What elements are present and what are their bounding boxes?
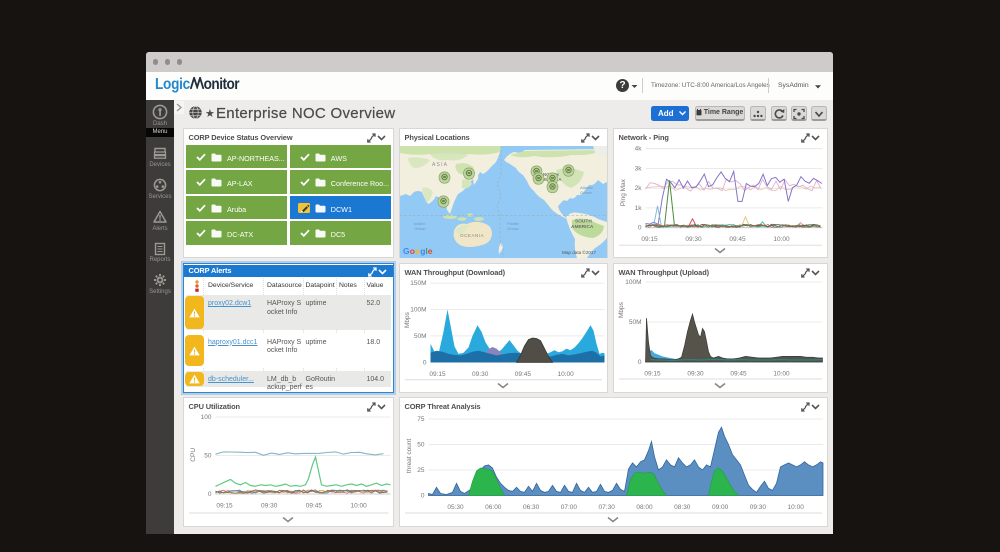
svg-text:150M: 150M (410, 280, 426, 287)
svg-text:10:00: 10:00 (773, 371, 790, 378)
svg-text:09:45: 09:45 (729, 236, 746, 243)
svg-text:50: 50 (417, 442, 425, 449)
svg-text:09:45: 09:45 (730, 371, 747, 378)
svg-text:25: 25 (417, 467, 425, 474)
svg-text:50: 50 (204, 453, 212, 460)
svg-text:07:30: 07:30 (598, 504, 615, 511)
svg-text:0: 0 (207, 491, 211, 498)
svg-text:05:30: 05:30 (447, 504, 464, 511)
svg-text:Ocean: Ocean (414, 226, 427, 231)
svg-text:09:15: 09:15 (216, 503, 233, 510)
svg-text:50M: 50M (628, 319, 641, 326)
svg-text:09:30: 09:30 (261, 503, 278, 510)
svg-text:06:30: 06:30 (522, 504, 539, 511)
svg-text:09:15: 09:15 (644, 371, 661, 378)
svg-text:09:30: 09:30 (472, 371, 489, 378)
svg-text:10:00: 10:00 (557, 371, 574, 378)
svg-text:G: G (403, 246, 410, 256)
svg-text:o: o (409, 246, 414, 256)
svg-text:0: 0 (637, 225, 641, 232)
svg-text:100M: 100M (625, 279, 641, 286)
svg-text:0: 0 (420, 493, 424, 500)
svg-text:09:15: 09:15 (641, 236, 658, 243)
svg-text:09:45: 09:45 (305, 503, 322, 510)
svg-text:AMERICA: AMERICA (571, 224, 594, 230)
svg-text:07:00: 07:00 (560, 504, 577, 511)
svg-text:100M: 100M (410, 307, 426, 314)
svg-text:l: l (425, 246, 427, 256)
svg-text:1k: 1k (634, 205, 642, 212)
svg-text:09:00: 09:00 (711, 504, 728, 511)
svg-text:Indian: Indian (414, 221, 426, 226)
svg-text:Pacific: Pacific (507, 221, 519, 226)
svg-text:09:30: 09:30 (687, 371, 704, 378)
svg-text:10:00: 10:00 (787, 504, 804, 511)
svg-text:08:00: 08:00 (636, 504, 653, 511)
svg-text:threat count: threat count (406, 439, 413, 474)
svg-text:CPU: CPU (190, 448, 197, 462)
svg-text:SOUTH: SOUTH (575, 218, 592, 224)
svg-text:08:30: 08:30 (674, 504, 691, 511)
svg-text:75: 75 (417, 416, 425, 423)
svg-text:OCEANIA: OCEANIA (460, 233, 485, 238)
svg-text:2k: 2k (634, 185, 642, 192)
svg-text:g: g (420, 246, 425, 256)
svg-text:09:15: 09:15 (429, 371, 446, 378)
svg-text:Ocean: Ocean (580, 190, 593, 195)
svg-text:50M: 50M (413, 333, 426, 340)
svg-text:0: 0 (637, 359, 641, 366)
svg-text:06:00: 06:00 (485, 504, 502, 511)
svg-text:09:30: 09:30 (685, 236, 702, 243)
svg-text:Mbps: Mbps (404, 311, 411, 328)
svg-text:Ping Max: Ping Max (620, 178, 627, 206)
svg-text:100: 100 (200, 414, 211, 421)
svg-text:09:30: 09:30 (749, 504, 766, 511)
svg-text:ASIA: ASIA (432, 162, 448, 168)
svg-text:09:45: 09:45 (514, 371, 531, 378)
svg-text:10:00: 10:00 (350, 503, 367, 510)
svg-text:Map data ©2017: Map data ©2017 (562, 249, 596, 255)
svg-text:Ocean: Ocean (507, 226, 520, 231)
svg-text:0: 0 (422, 359, 426, 366)
svg-text:o: o (415, 246, 420, 256)
svg-text:4k: 4k (634, 146, 642, 153)
svg-text:3k: 3k (634, 165, 642, 172)
svg-text:Mbps: Mbps (618, 301, 625, 318)
svg-text:e: e (427, 246, 432, 256)
svg-text:Atlantic: Atlantic (579, 185, 593, 190)
svg-text:10:00: 10:00 (773, 236, 790, 243)
